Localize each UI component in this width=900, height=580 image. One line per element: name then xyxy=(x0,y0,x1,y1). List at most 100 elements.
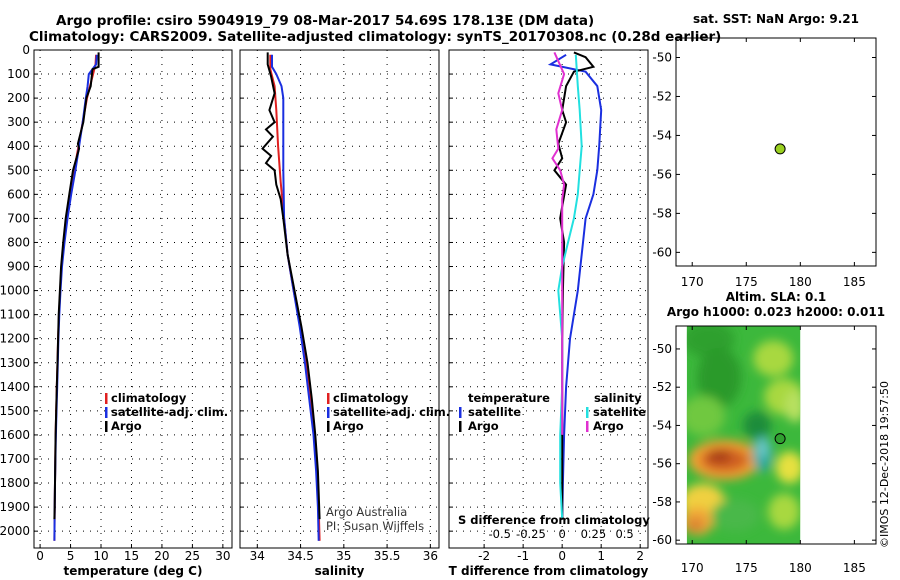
y-tick-label: 0 xyxy=(22,43,30,57)
heatmap-cell xyxy=(768,493,801,530)
sla-map-title: Altim. SLA: 0.1 xyxy=(726,290,827,304)
legend-label: satellite-adj. clim. xyxy=(333,405,450,419)
y-tick-label: -50 xyxy=(652,342,672,356)
y-tick-label: 200 xyxy=(7,91,30,105)
y-tick-label: 1000 xyxy=(0,284,30,298)
series-s-argo xyxy=(551,51,566,435)
y-tick-label: 1100 xyxy=(0,308,30,322)
y-tick-label: -54 xyxy=(652,418,672,432)
legend-swatch xyxy=(105,421,108,432)
x-tick-label: 36 xyxy=(423,549,438,563)
imos-timestamp: ©IMOS 12-Dec-2018 19:57:50 xyxy=(878,381,891,548)
sst-map-panel xyxy=(675,37,877,267)
x-tick-label: -1 xyxy=(517,549,529,563)
s-tick-label: -0.25 xyxy=(516,527,546,541)
figure-title-line2: Climatology: CARS2009. Satellite-adjuste… xyxy=(29,29,722,45)
y-tick-label: -50 xyxy=(652,50,672,64)
y-tick-label: -60 xyxy=(652,533,672,547)
legend-swatch xyxy=(459,421,462,432)
legend-label: satellite xyxy=(468,405,521,419)
y-tick-label: 2000 xyxy=(0,524,30,538)
x-tick-label: 180 xyxy=(789,275,812,289)
s-tick-label: 0 xyxy=(558,527,565,541)
series-s-satellite xyxy=(557,54,583,520)
x-tick-label: 30 xyxy=(215,549,230,563)
legend-swatch xyxy=(105,393,108,404)
y-tick-label: 600 xyxy=(7,187,30,201)
x-tick-label: 10 xyxy=(93,549,108,563)
heatmap-cell xyxy=(707,449,732,464)
legend-swatch xyxy=(586,407,589,418)
heatmap-cell xyxy=(784,390,801,423)
y-tick-label: -52 xyxy=(652,89,672,103)
heatmap-field xyxy=(686,326,801,536)
plot-frame xyxy=(33,49,233,549)
y-tick-label: -56 xyxy=(652,167,672,181)
x-axis-label: temperature (deg C) xyxy=(64,564,203,578)
plot-frame xyxy=(448,49,649,549)
x-tick-label: 175 xyxy=(735,561,758,575)
y-tick-label: 1500 xyxy=(0,404,30,418)
x-tick-label: 1 xyxy=(597,549,605,563)
y-tick-label: 900 xyxy=(7,260,30,274)
s-tick-label: 0.25 xyxy=(581,527,607,541)
x-tick-label: 35.5 xyxy=(374,549,401,563)
x-tick-label: 0 xyxy=(36,549,44,563)
x-tick-label: 2 xyxy=(636,549,644,563)
sla-heatmap xyxy=(686,326,801,544)
x-tick-label: 0 xyxy=(558,549,566,563)
sla-map-panel xyxy=(675,325,877,545)
y-tick-label: 400 xyxy=(7,139,30,153)
s-tick-label: 0.5 xyxy=(615,527,633,541)
x-tick-label: 185 xyxy=(843,275,866,289)
heatmap-cell xyxy=(686,395,726,436)
x-tick-label: 175 xyxy=(735,275,758,289)
legend-swatch xyxy=(327,421,330,432)
x-tick-label: 170 xyxy=(681,275,704,289)
s-tick-label: -0.5 xyxy=(488,527,510,541)
y-tick-label: 800 xyxy=(7,235,30,249)
legend-swatch xyxy=(327,407,330,418)
x-tick-label: 34 xyxy=(250,549,265,563)
legend-swatch xyxy=(586,421,589,432)
y-tick-label: 300 xyxy=(7,115,30,129)
legend-label: Argo xyxy=(593,419,624,433)
y-tick-label: 500 xyxy=(7,163,30,177)
figure-title-line1: Argo profile: csiro 5904919_79 08-Mar-20… xyxy=(56,13,595,29)
series-argo xyxy=(261,52,321,520)
legend-temperature-title: temperature xyxy=(468,391,550,405)
credit-argo-australia: Argo Australia xyxy=(326,505,407,519)
credit-pi: PI: Susan Wijffels xyxy=(326,519,424,533)
y-tick-label: -58 xyxy=(652,206,672,220)
sst-map-title: sat. SST: NaN Argo: 9.21 xyxy=(693,12,859,26)
y-tick-label: 700 xyxy=(7,211,30,225)
y-tick-label: 1600 xyxy=(0,428,30,442)
heatmap-cell xyxy=(753,340,794,377)
heatmap-cell xyxy=(775,451,801,484)
x-tick-label: 180 xyxy=(789,561,812,575)
y-tick-label: -60 xyxy=(652,245,672,259)
y-tick-label: -56 xyxy=(652,457,672,471)
y-tick-label: -54 xyxy=(652,128,672,142)
legend-salinity-title: salinity xyxy=(594,391,642,405)
series-argo xyxy=(53,52,100,520)
x-tick-label: 185 xyxy=(843,561,866,575)
x-tick-label: 170 xyxy=(681,561,704,575)
x-tick-label: 20 xyxy=(154,549,169,563)
y-tick-label: -52 xyxy=(652,380,672,394)
map-frame xyxy=(675,325,877,545)
x-tick-label: 35 xyxy=(336,549,351,563)
y-tick-label: -58 xyxy=(652,495,672,509)
heatmap-cell xyxy=(756,438,769,459)
heatmap-cell xyxy=(697,347,742,408)
y-tick-label: 1900 xyxy=(0,500,30,514)
y-tick-label: 1300 xyxy=(0,356,30,370)
x-axis-label: salinity xyxy=(315,564,365,578)
sla-map-subtitle: Argo h1000: 0.023 h2000: 0.011 xyxy=(667,305,885,319)
series-t-satellite xyxy=(547,53,603,520)
legend-label: satellite-adj. clim. xyxy=(111,405,228,419)
argo-position-marker xyxy=(774,433,786,445)
x-tick-label: 34.5 xyxy=(287,549,314,563)
temperature-profile-panel xyxy=(33,49,233,549)
y-tick-label: 100 xyxy=(7,67,30,81)
